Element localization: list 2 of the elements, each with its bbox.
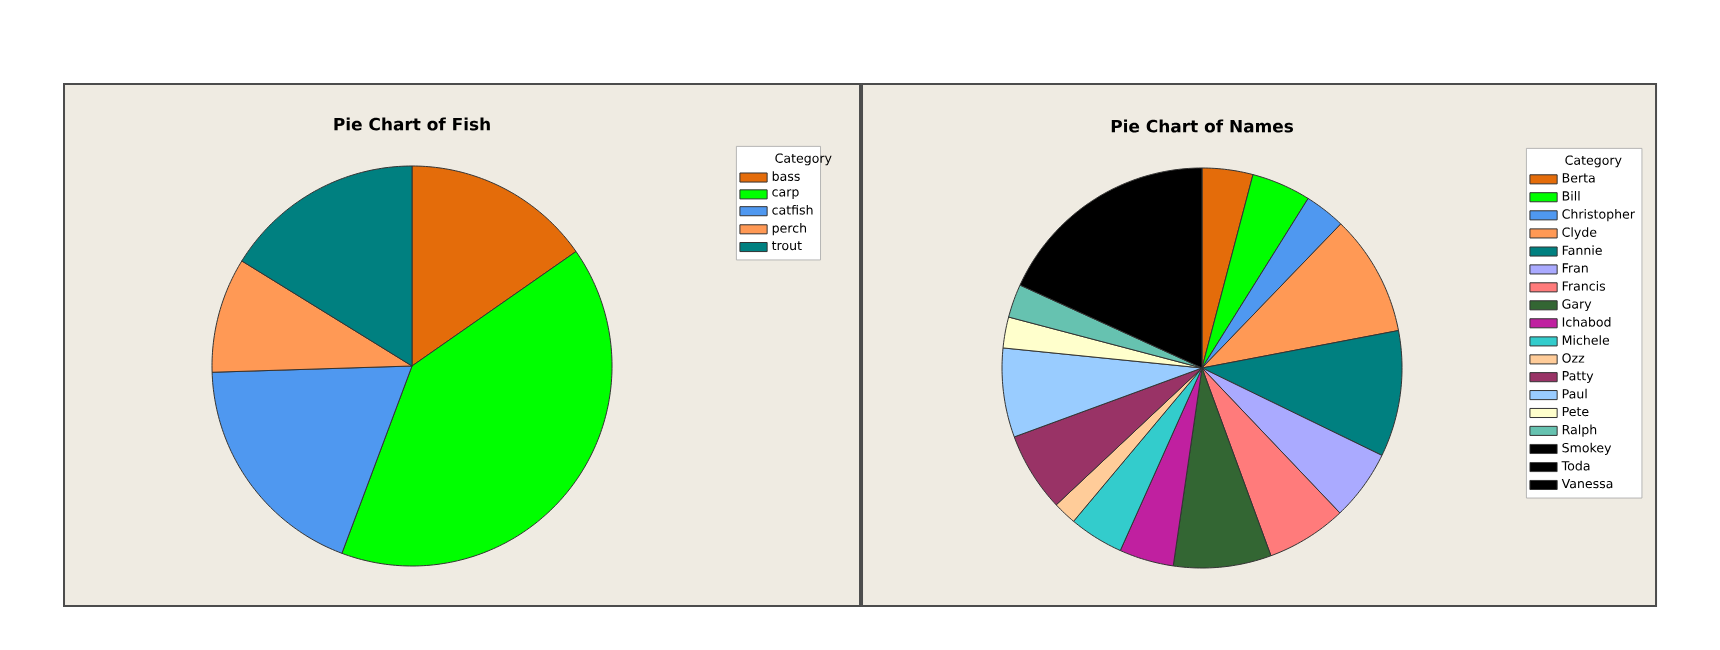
chart-title: Pie Chart of Fish bbox=[334, 117, 490, 131]
chart-title: Pie Chart of Names bbox=[1111, 119, 1294, 133]
